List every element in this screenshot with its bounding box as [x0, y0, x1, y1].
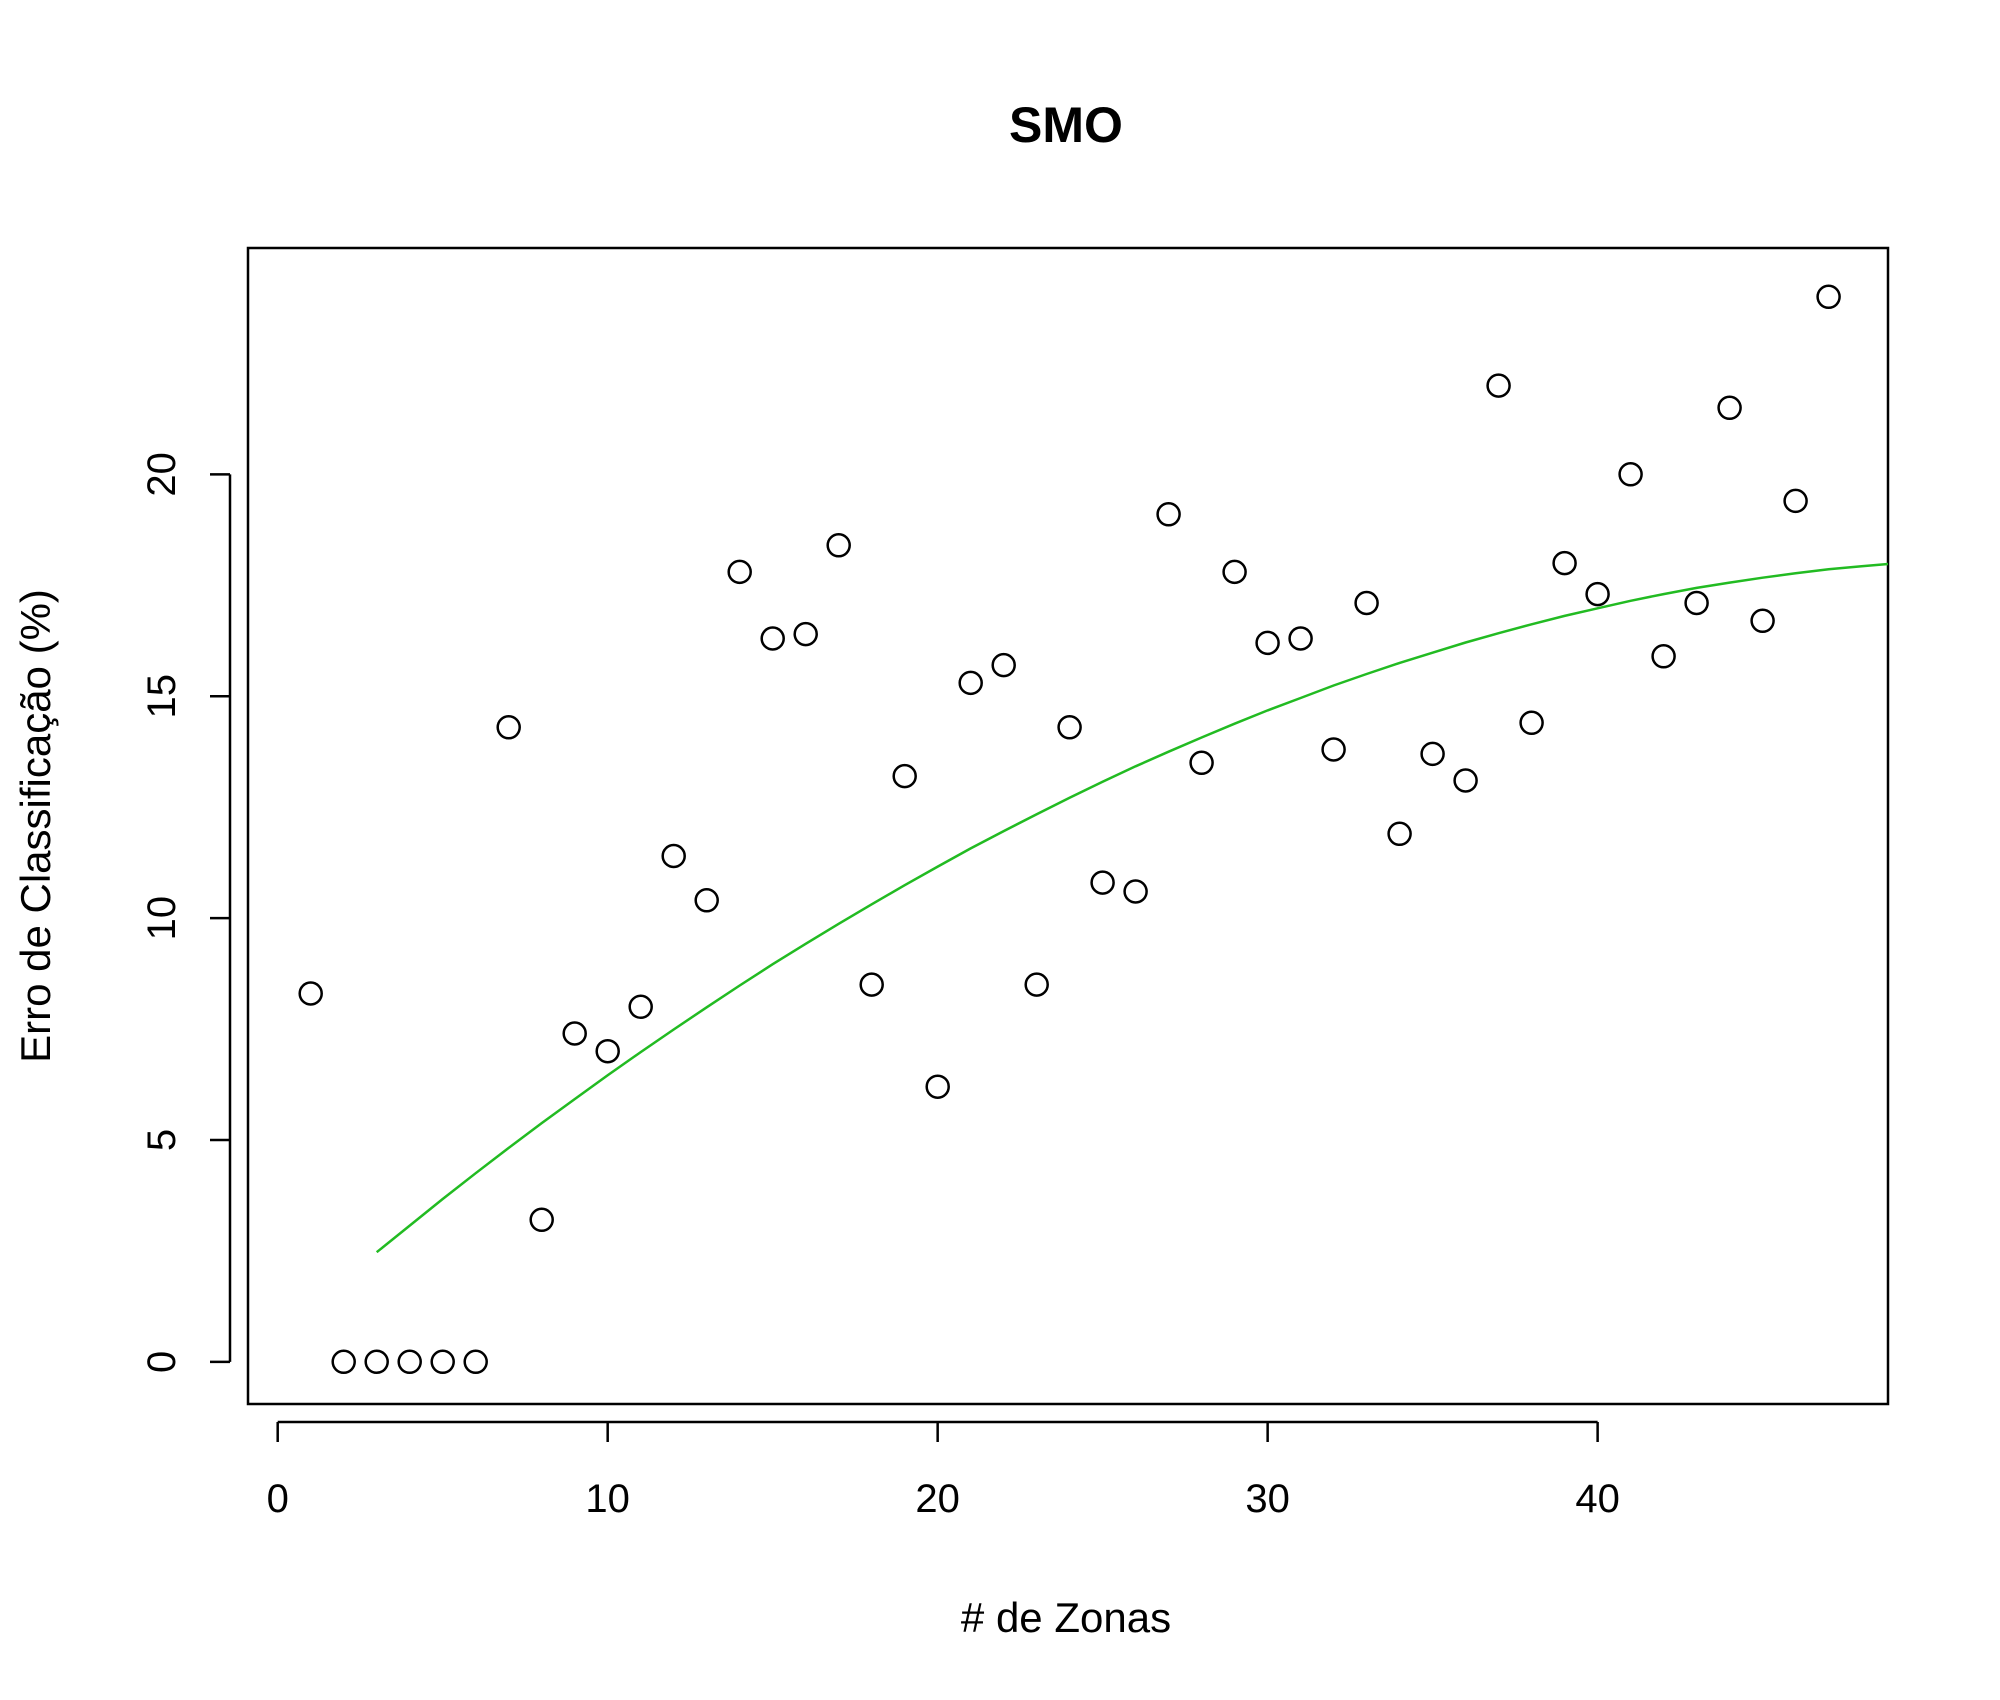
data-point: [1156, 502, 1181, 527]
y-tick-label: 0: [140, 1351, 184, 1373]
data-point: [1321, 737, 1346, 762]
data-point: [1552, 550, 1577, 576]
data-point: [1189, 750, 1214, 776]
data-point: [760, 626, 785, 651]
data-point: [1486, 373, 1511, 398]
data-point: [595, 1038, 620, 1064]
y-tick-label: 15: [140, 674, 184, 719]
y-axis-label: Erro de Classificação (%): [12, 589, 59, 1063]
data-point: [463, 1349, 488, 1375]
data-point: [1717, 395, 1742, 421]
data-point: [1057, 715, 1082, 740]
data-point: [1288, 626, 1313, 651]
y-axis: 0 5 10 15 20: [140, 452, 232, 1373]
data-point: [1024, 972, 1049, 997]
x-tick-label: 30: [1245, 1477, 1290, 1521]
data-point: [793, 621, 818, 647]
data-point: [1750, 608, 1775, 634]
data-point: [628, 994, 653, 1020]
data-point: [1783, 488, 1808, 514]
data-point: [727, 559, 752, 585]
x-tick-label: 40: [1575, 1477, 1620, 1521]
data-points: [298, 284, 1841, 1375]
data-point: [925, 1074, 950, 1099]
y-tick-label: 5: [140, 1129, 184, 1151]
x-axis-label: # de Zonas: [961, 1594, 1171, 1641]
data-point: [958, 670, 983, 696]
data-point: [1519, 710, 1544, 736]
data-point: [1255, 630, 1280, 656]
x-tick-label: 20: [915, 1477, 960, 1521]
data-point: [1816, 284, 1841, 310]
data-point: [298, 981, 323, 1006]
y-tick-label: 10: [140, 896, 184, 941]
data-point: [331, 1349, 356, 1375]
data-point: [991, 652, 1016, 678]
x-tick-label: 0: [267, 1477, 289, 1521]
data-point: [430, 1349, 455, 1375]
trend-line: [375, 562, 1889, 1254]
data-point: [1420, 741, 1445, 767]
x-tick-label: 10: [585, 1477, 630, 1521]
data-point: [364, 1349, 389, 1375]
y-tick-label: 20: [140, 452, 184, 497]
data-point: [496, 715, 521, 740]
data-point: [1123, 879, 1148, 904]
data-point: [1651, 644, 1676, 669]
data-point: [529, 1207, 554, 1233]
data-point: [1090, 870, 1115, 895]
data-point: [562, 1021, 587, 1046]
data-point: [892, 763, 917, 789]
data-point: [1222, 559, 1247, 585]
data-point: [661, 843, 686, 869]
plot-frame: [246, 246, 1890, 1406]
data-point: [1453, 768, 1478, 793]
chart-title: SMO: [1009, 97, 1123, 153]
data-point: [1618, 462, 1643, 487]
data-point: [694, 888, 719, 913]
data-point: [397, 1349, 422, 1375]
data-point: [1387, 821, 1412, 847]
data-point: [1585, 581, 1610, 607]
data-point: [859, 972, 884, 997]
data-point: [1354, 590, 1379, 616]
data-point: [1684, 590, 1709, 616]
x-axis: 0 10 20 30 40: [267, 1420, 1620, 1521]
data-point: [826, 533, 851, 558]
